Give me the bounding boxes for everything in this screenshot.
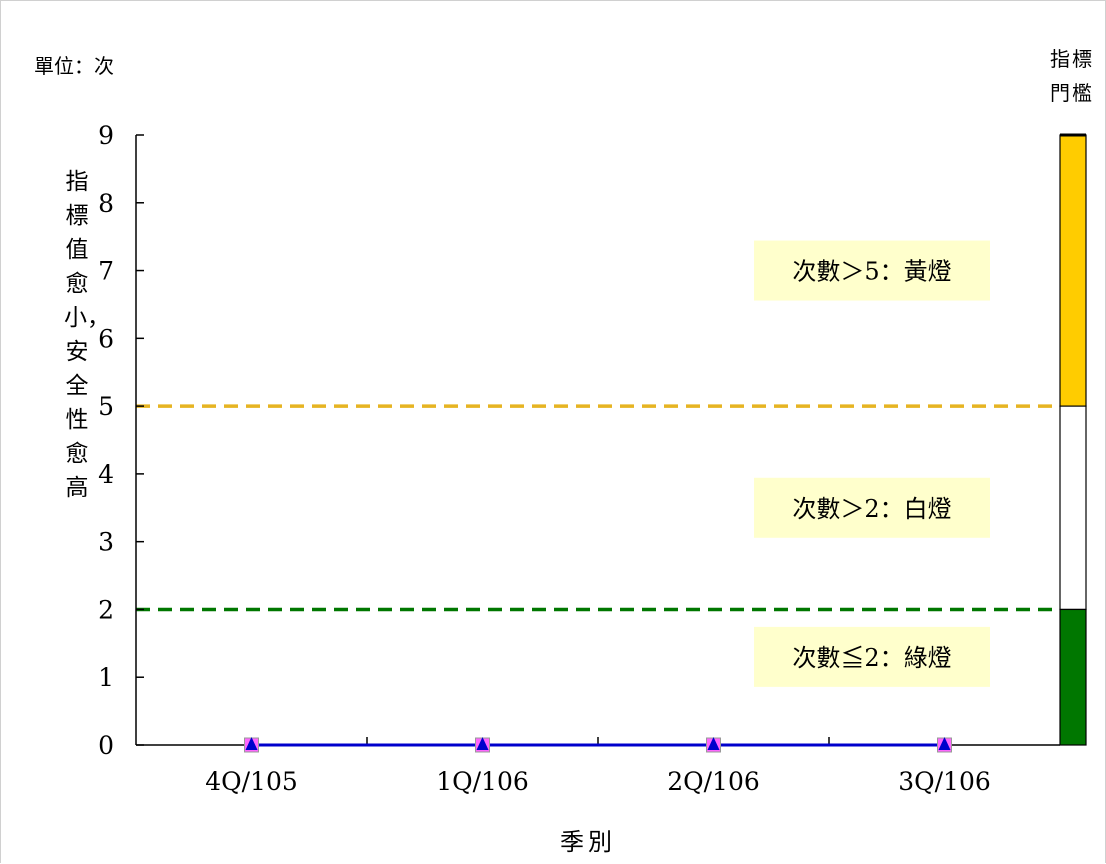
zone-label-1: 次數＞2：白燈 bbox=[792, 495, 951, 523]
y-tick-label-6: 6 bbox=[98, 324, 114, 353]
x-tick-label-3: 3Q/106 bbox=[898, 767, 991, 796]
y-tick-label-9: 9 bbox=[98, 121, 114, 150]
unit-label: 單位：次 bbox=[34, 54, 114, 78]
threshold-bar-segment-0 bbox=[1059, 134, 1087, 407]
data-point-triangle-3 bbox=[938, 737, 951, 750]
y-tick-label-3: 3 bbox=[98, 528, 114, 557]
threshold-bar-segment-1 bbox=[1059, 405, 1087, 611]
x-axis-label: 季別 bbox=[560, 828, 616, 856]
zone-label-2: 次數≦2：綠燈 bbox=[792, 644, 951, 672]
x-tick-label-2: 2Q/106 bbox=[667, 767, 760, 796]
x-tick-label-1: 1Q/106 bbox=[436, 767, 529, 796]
y-tick-label-1: 1 bbox=[98, 663, 114, 692]
y-axis-label: 指標值愈小，安全性愈高 bbox=[64, 169, 110, 501]
data-point-triangle-2 bbox=[707, 737, 720, 750]
data-point-triangle-0 bbox=[245, 737, 258, 750]
y-tick-label-2: 2 bbox=[98, 595, 114, 624]
y-tick-label-0: 0 bbox=[98, 731, 114, 760]
data-point-triangle-1 bbox=[476, 737, 489, 750]
x-tick-label-0: 4Q/105 bbox=[205, 767, 298, 796]
zone-label-bg-2 bbox=[754, 626, 990, 687]
y-tick-label-8: 8 bbox=[98, 189, 114, 218]
zone-label-bg-1 bbox=[754, 477, 990, 538]
threshold-bar-segment-2 bbox=[1059, 608, 1087, 746]
y-tick-label-4: 4 bbox=[98, 460, 114, 489]
threshold-bar-title: 指標門檻 bbox=[1050, 47, 1094, 105]
zone-label-0: 次數＞5：黃燈 bbox=[792, 258, 951, 286]
zone-label-bg-0 bbox=[754, 240, 990, 301]
y-tick-label-7: 7 bbox=[98, 257, 114, 286]
y-tick-label-5: 5 bbox=[98, 392, 114, 421]
